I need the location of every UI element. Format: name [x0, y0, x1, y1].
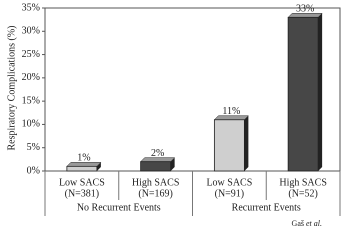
- y-axis-label: Respiratory Complications (%): [6, 26, 17, 151]
- x-tick-label: (N=52): [288, 188, 318, 199]
- y-tick-label: 20%: [22, 72, 40, 83]
- group-label: No Recurrent Events: [77, 202, 161, 213]
- bar-side: [318, 13, 323, 171]
- x-tick-label: (N=381): [65, 188, 100, 199]
- source-suffix: et al.: [306, 219, 322, 228]
- x-tick-label: High SACS: [132, 177, 180, 188]
- bar-side: [244, 115, 249, 171]
- source: Gaš et al.: [292, 219, 322, 228]
- bar: [66, 165, 98, 172]
- y-tick-label: 15%: [22, 95, 40, 106]
- y-tick-label: 10%: [22, 119, 40, 130]
- chart: Respiratory Complications (%) Gaš et al.…: [6, 2, 341, 228]
- y-tick-label: 0%: [27, 165, 40, 176]
- bar: [140, 161, 172, 172]
- x-tick-label: (N=169): [138, 188, 173, 199]
- y-tick-label: 35%: [22, 2, 40, 13]
- value-label: 11%: [222, 106, 240, 117]
- bar: [213, 119, 245, 172]
- x-tick-label: Low SACS: [206, 177, 252, 188]
- group-label: Recurrent Events: [232, 202, 301, 213]
- x-tick-label: Low SACS: [59, 177, 105, 188]
- y-tick-label: 5%: [27, 142, 40, 153]
- source-author: Gaš: [292, 219, 304, 228]
- x-tick-label: High SACS: [279, 177, 327, 188]
- bar: [287, 16, 319, 172]
- y-tick-label: 30%: [22, 26, 40, 37]
- value-label: 1%: [77, 153, 90, 164]
- value-label: 2%: [151, 148, 164, 159]
- x-tick-label: (N=91): [215, 188, 245, 199]
- y-tick-label: 25%: [22, 49, 40, 60]
- value-label: 33%: [296, 4, 314, 15]
- bar-side: [96, 162, 101, 171]
